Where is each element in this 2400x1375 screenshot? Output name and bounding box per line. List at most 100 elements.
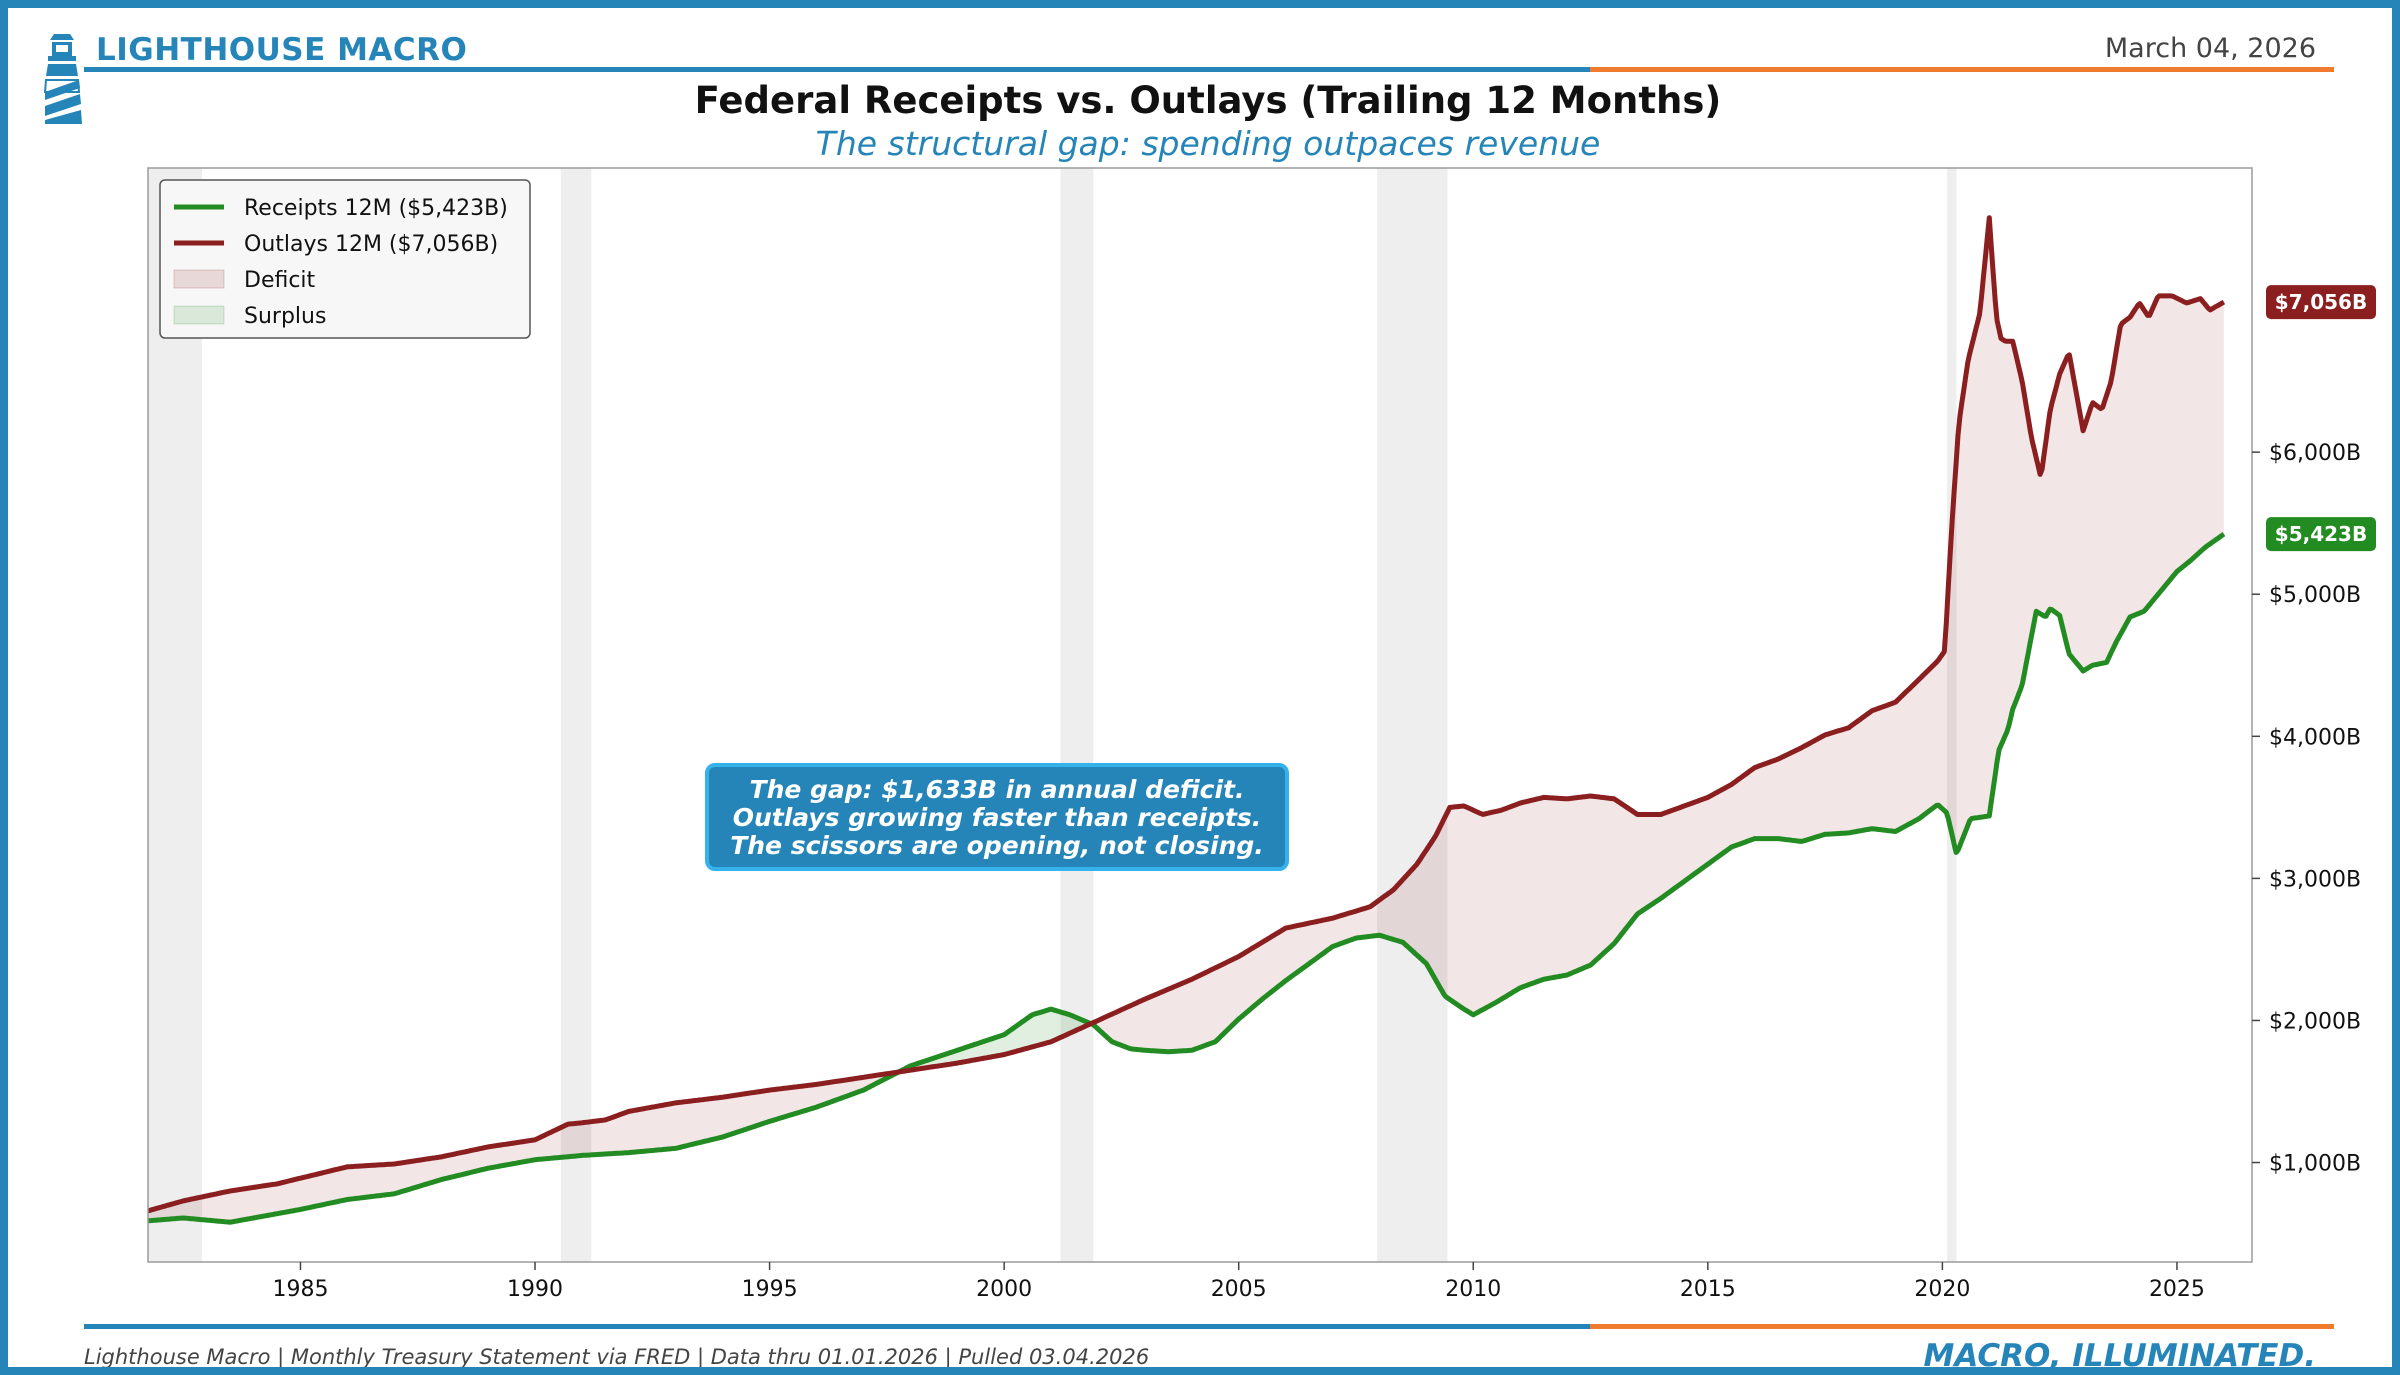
deficit-fill — [161, 1206, 164, 1220]
deficit-fill — [1492, 811, 1495, 1005]
deficit-fill — [726, 1096, 729, 1136]
deficit-fill — [791, 1087, 794, 1115]
deficit-fill — [834, 1081, 837, 1101]
deficit-fill — [1318, 920, 1321, 957]
deficit-fill — [1340, 915, 1343, 944]
deficit-fill — [165, 1205, 168, 1220]
deficit-fill — [1189, 979, 1192, 1051]
deficit-fill — [1975, 322, 1978, 818]
deficit-fill — [697, 1100, 700, 1144]
deficit-fill — [2217, 304, 2220, 539]
deficit-fill — [419, 1159, 422, 1187]
deficit-fill — [329, 1170, 332, 1204]
deficit-fill — [1256, 944, 1259, 1005]
surplus-fill — [992, 1037, 995, 1057]
deficit-fill — [1266, 938, 1269, 997]
deficit-fill — [1682, 805, 1685, 883]
deficit-fill — [278, 1182, 281, 1214]
deficit-fill — [2198, 298, 2201, 554]
deficit-fill — [2045, 426, 2048, 617]
deficit-fill — [1559, 798, 1562, 977]
surplus-fill — [1074, 1016, 1077, 1032]
deficit-fill — [1655, 814, 1658, 903]
report-date: March 04, 2026 — [2104, 33, 2316, 64]
deficit-fill — [1398, 881, 1401, 942]
chart-svg: 1985 1990 1995 2000 2005 2010 2015 2020 2025 $1,0… — [147, 167, 2376, 1302]
deficit-fill — [495, 1145, 498, 1167]
deficit-fill — [1563, 798, 1566, 976]
deficit-fill — [2010, 341, 2013, 718]
deficit-fill — [683, 1101, 686, 1147]
deficit-fill — [443, 1156, 446, 1180]
deficit-fill — [662, 1105, 665, 1150]
deficit-fill — [814, 1084, 817, 1108]
deficit-fill — [1690, 803, 1693, 877]
deficit-fill — [677, 1102, 680, 1148]
deficit-fill — [425, 1158, 428, 1185]
deficit-fill — [1365, 907, 1368, 937]
deficit-fill — [705, 1099, 708, 1142]
deficit-fill — [720, 1097, 723, 1138]
deficit-fill — [1866, 713, 1869, 830]
deficit-fill — [1174, 985, 1177, 1052]
deficit-fill — [2208, 308, 2211, 546]
deficit-fill — [1832, 731, 1835, 834]
deficit-fill — [1502, 809, 1505, 999]
deficit-fill — [1201, 973, 1204, 1047]
surplus-fill — [1004, 1033, 1007, 1055]
deficit-fill — [859, 1077, 862, 1092]
deficit-fill — [1608, 798, 1611, 950]
deficit-fill — [2200, 298, 2203, 552]
deficit-fill — [595, 1120, 598, 1155]
deficit-fill — [277, 1183, 279, 1214]
deficit-fill — [300, 1177, 303, 1210]
deficit-fill — [695, 1100, 698, 1144]
deficit-fill — [1846, 727, 1849, 834]
y-tick-label: $6,000B — [2269, 441, 2361, 466]
deficit-fill — [1926, 669, 1929, 813]
deficit-fill — [1733, 781, 1736, 847]
deficit-fill — [761, 1090, 764, 1124]
deficit-fill — [1592, 796, 1595, 964]
deficit-fill — [1176, 985, 1179, 1052]
deficit-fill — [1772, 760, 1775, 839]
deficit-fill — [275, 1183, 278, 1215]
deficit-fill — [1416, 861, 1419, 957]
deficit-fill — [2141, 306, 2144, 613]
deficit-fill — [642, 1108, 645, 1152]
deficit-fill — [269, 1184, 272, 1216]
deficit-fill — [538, 1137, 541, 1160]
deficit-fill — [673, 1102, 676, 1149]
deficit-fill — [751, 1092, 754, 1128]
deficit-fill — [286, 1181, 289, 1212]
surplus-fill — [1039, 1012, 1042, 1045]
surplus-fill — [953, 1050, 956, 1064]
deficit-fill — [826, 1082, 829, 1104]
deficit-fill — [1819, 737, 1822, 837]
deficit-fill — [290, 1180, 293, 1212]
surplus-fill — [1056, 1010, 1059, 1040]
end-value-label: $7,056B — [2275, 290, 2367, 314]
deficit-fill — [1557, 798, 1560, 977]
deficit-fill — [292, 1179, 295, 1211]
deficit-fill — [1225, 962, 1227, 1033]
deficit-fill — [853, 1078, 856, 1094]
deficit-fill — [1371, 904, 1374, 937]
deficit-fill — [828, 1082, 831, 1103]
deficit-fill — [2116, 338, 2119, 642]
deficit-fill — [1240, 954, 1243, 1018]
deficit-fill — [2143, 309, 2146, 612]
deficit-fill — [1666, 811, 1669, 895]
deficit-fill — [1612, 798, 1614, 946]
deficit-fill — [1443, 815, 1446, 997]
deficit-fill — [1860, 717, 1863, 831]
deficit-fill — [1905, 690, 1908, 827]
deficit-fill — [765, 1090, 768, 1123]
deficit-fill — [1815, 739, 1818, 838]
deficit-fill — [1383, 895, 1386, 937]
deficit-fill — [613, 1116, 616, 1154]
deficit-fill — [1872, 710, 1874, 829]
deficit-fill — [775, 1089, 778, 1120]
deficit-fill — [1633, 811, 1636, 919]
deficit-fill — [793, 1087, 795, 1115]
